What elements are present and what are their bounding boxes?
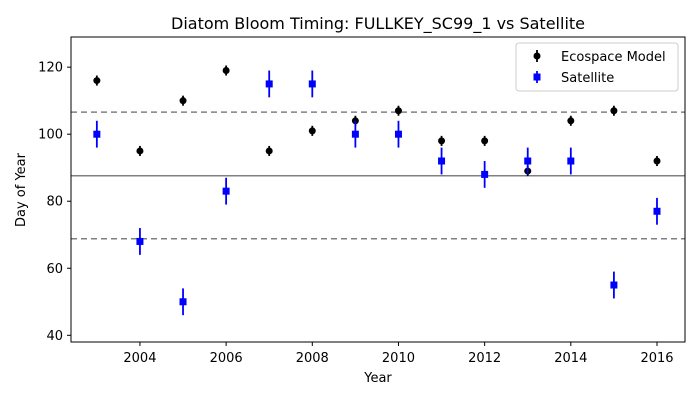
data-point	[653, 207, 661, 215]
data-point	[438, 157, 446, 165]
data-series	[93, 65, 661, 316]
series-satellite	[93, 70, 661, 316]
data-point	[136, 147, 144, 155]
data-point	[265, 80, 273, 88]
x-tick-label: 2008	[296, 351, 329, 366]
chart-title: Diatom Bloom Timing: FULLKEY_SC99_1 vs S…	[171, 14, 585, 34]
legend-point	[533, 73, 541, 81]
x-tick-label: 2014	[554, 351, 587, 366]
legend-label-satellite: Satellite	[561, 71, 614, 86]
data-point	[222, 187, 230, 195]
data-point	[438, 137, 446, 145]
y-tick-label: 80	[46, 195, 63, 210]
data-point	[308, 127, 316, 135]
data-point	[610, 281, 618, 289]
y-axis-label: Day of Year	[14, 152, 29, 227]
data-point	[567, 157, 575, 165]
data-point	[136, 237, 144, 245]
legend-marker-ecospace-model	[533, 50, 541, 62]
data-point	[93, 77, 101, 85]
data-point	[481, 137, 489, 145]
plot-area-frame	[70, 36, 686, 343]
data-point	[179, 97, 187, 105]
data-point	[394, 130, 402, 138]
x-tick-label: 2016	[640, 351, 673, 366]
x-axis-ticks: 2004 2006 2008 2010 2012 2014 2016	[123, 342, 674, 366]
x-tick-label: 2010	[382, 351, 415, 366]
data-point	[394, 107, 402, 115]
data-point	[481, 170, 489, 178]
y-tick-label: 120	[38, 61, 63, 76]
data-point	[222, 67, 230, 75]
legend-box	[515, 42, 679, 92]
x-tick-label: 2004	[123, 351, 156, 366]
legend-marker-satellite	[533, 71, 541, 83]
data-point	[567, 117, 575, 125]
data-point	[351, 130, 359, 138]
series-ecospace-model	[93, 65, 661, 177]
y-tick-label: 40	[46, 329, 63, 344]
x-tick-label: 2006	[210, 351, 243, 366]
data-point	[610, 107, 618, 115]
data-point	[524, 157, 532, 165]
y-tick-label: 60	[46, 262, 63, 277]
data-point	[179, 298, 187, 306]
data-point	[93, 130, 101, 138]
y-axis-ticks: 40 60 80 100 120	[38, 61, 71, 344]
legend: Ecospace Model Satellite	[515, 42, 679, 92]
reference-lines	[71, 111, 685, 240]
legend-point	[533, 52, 541, 60]
x-axis-label: Year	[363, 371, 392, 386]
y-tick-label: 100	[38, 128, 63, 143]
x-tick-label: 2012	[468, 351, 501, 366]
legend-label-ecospace-model: Ecospace Model	[561, 50, 666, 65]
data-point	[653, 157, 661, 165]
data-point	[308, 80, 316, 88]
data-point	[265, 147, 273, 155]
